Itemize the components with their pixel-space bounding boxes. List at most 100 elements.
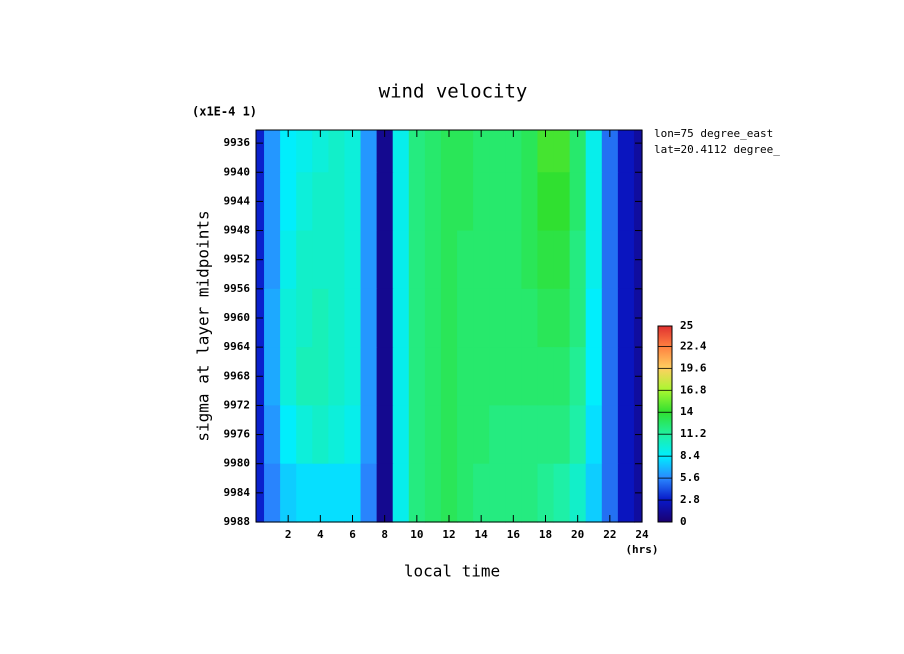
heat-cell [537, 405, 555, 465]
heat-cell [585, 288, 603, 348]
y-axis-label: sigma at layer midpoints [194, 210, 213, 441]
y-tick-label: 9968 [224, 369, 251, 382]
heat-cell [537, 172, 555, 232]
heat-cell [569, 463, 587, 523]
heat-cell [344, 347, 362, 407]
colorbar [657, 325, 673, 523]
heat-cell [473, 288, 490, 348]
heat-cell [328, 230, 346, 290]
heat-cell [408, 463, 426, 523]
heat-cell [360, 230, 378, 290]
heat-cell [457, 230, 474, 290]
heat-cell [537, 463, 555, 523]
heat-cell [457, 172, 474, 232]
y-tick-label: 9944 [224, 194, 251, 207]
heat-cell [569, 347, 587, 407]
heat-cell [312, 463, 329, 523]
heat-cell [473, 130, 490, 173]
heat-cell [264, 172, 281, 232]
heat-cell [424, 230, 442, 290]
y-tick-label: 9976 [224, 428, 251, 441]
x-tick-label: 2 [285, 528, 292, 541]
heat-cell [457, 130, 474, 173]
heat-cell [617, 347, 635, 407]
heat-cell [473, 172, 490, 232]
x-tick-label: 20 [571, 528, 584, 541]
heat-cell [569, 172, 587, 232]
heat-cell [408, 230, 426, 290]
heat-cell [280, 230, 297, 290]
colorbar-label: 2.8 [680, 493, 700, 506]
heat-cell [392, 347, 410, 407]
heat-cell [312, 347, 329, 407]
heat-cell [521, 288, 539, 348]
y-tick-label: 9952 [224, 253, 251, 266]
x-tick-label: 16 [507, 528, 521, 541]
x-tick-label: 8 [381, 528, 388, 541]
x-tick-label: 12 [442, 528, 455, 541]
heat-cell [601, 463, 619, 523]
heat-cell [473, 405, 490, 465]
heat-cell [489, 288, 506, 348]
heat-cell [489, 130, 506, 173]
heat-cell [424, 288, 442, 348]
heat-cell [440, 463, 458, 523]
heat-cell [280, 463, 297, 523]
heat-cell [457, 288, 474, 348]
heat-cell [505, 288, 522, 348]
y-tick-label: 9984 [224, 486, 251, 499]
heat-cell [521, 172, 539, 232]
heat-cell [328, 172, 346, 232]
heat-cell [312, 288, 329, 348]
x-tick-label: 4 [317, 528, 324, 541]
y-tick-label: 9980 [224, 457, 251, 470]
heat-cell [585, 130, 603, 173]
heat-cell [440, 288, 458, 348]
y-tick-label: 9940 [224, 165, 251, 178]
heat-cell [537, 130, 555, 173]
heat-cell [489, 172, 506, 232]
colorbar-label: 0 [680, 515, 687, 528]
scale-label: (x1E-4 1) [192, 105, 257, 119]
heat-cell [296, 130, 313, 173]
heat-cell [360, 463, 378, 523]
heat-cell [440, 405, 458, 465]
colorbar-label: 16.8 [680, 383, 707, 396]
annotation: lat=20.4112 degree_ [654, 143, 780, 156]
heat-cell [601, 347, 619, 407]
heat-cell [521, 347, 539, 407]
heat-cell [376, 347, 394, 407]
heat-cell [392, 172, 410, 232]
colorbar-label: 22.4 [680, 339, 707, 352]
heat-cell [392, 463, 410, 523]
y-tick-label: 9948 [224, 224, 251, 237]
heat-cell [312, 172, 329, 232]
heat-cell [537, 288, 555, 348]
heat-cell [408, 172, 426, 232]
heat-cell [553, 463, 571, 523]
heat-cell [440, 230, 458, 290]
y-tick-label: 9988 [224, 515, 251, 528]
y-tick-label: 9956 [224, 282, 251, 295]
heat-cell [617, 288, 635, 348]
x-axis-label: local time [404, 562, 500, 581]
heat-cell [505, 230, 522, 290]
heat-cell [440, 130, 458, 173]
heat-cell [408, 288, 426, 348]
y-tick-label: 9936 [224, 136, 251, 149]
heat-cell [633, 130, 643, 173]
x-tick-label: 18 [539, 528, 552, 541]
colorbar-label: 14 [680, 405, 694, 418]
heat-cell [505, 463, 522, 523]
heat-cell [617, 130, 635, 173]
heat-cell [585, 230, 603, 290]
heat-cell [537, 347, 555, 407]
heat-cell [505, 172, 522, 232]
heat-cell [457, 463, 474, 523]
heat-cell [553, 230, 571, 290]
heat-cell [617, 463, 635, 523]
heat-cell [264, 347, 281, 407]
colorbar-label: 8.4 [680, 449, 700, 462]
heat-cell [264, 130, 281, 173]
heat-cell [424, 130, 442, 173]
